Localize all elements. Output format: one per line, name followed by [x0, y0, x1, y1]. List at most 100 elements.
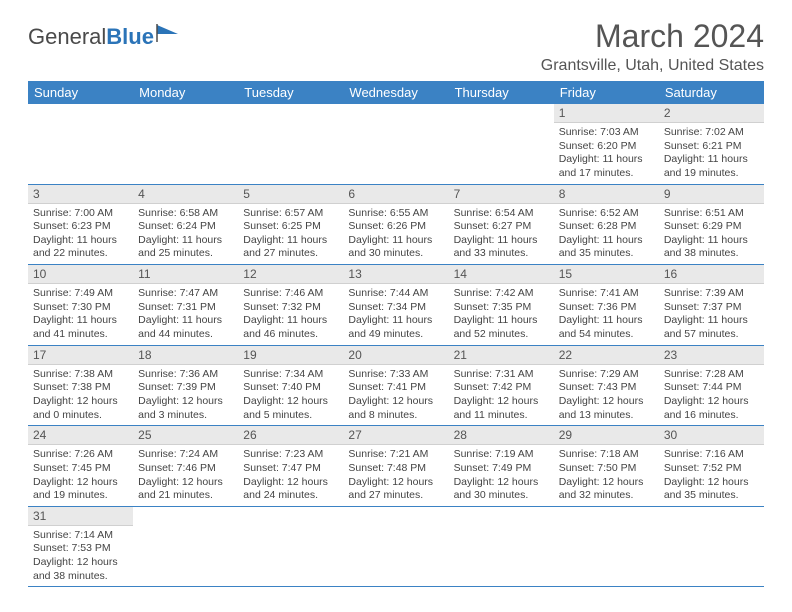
day-number: 1: [554, 104, 659, 123]
calendar-cell: 14Sunrise: 7:42 AMSunset: 7:35 PMDayligh…: [449, 265, 554, 346]
day-line: Daylight: 11 hours: [243, 314, 338, 328]
logo-text-2: Blue: [106, 24, 154, 50]
day-content: Sunrise: 7:18 AMSunset: 7:50 PMDaylight:…: [554, 445, 659, 506]
day-line: Sunrise: 6:52 AM: [559, 207, 654, 221]
calendar-table: SundayMondayTuesdayWednesdayThursdayFrid…: [28, 81, 764, 587]
logo-text-1: General: [28, 24, 106, 50]
day-line: Sunset: 6:20 PM: [559, 140, 654, 154]
day-line: and 11 minutes.: [454, 409, 549, 423]
calendar-cell: 6Sunrise: 6:55 AMSunset: 6:26 PMDaylight…: [343, 184, 448, 265]
weekday-header: Friday: [554, 81, 659, 104]
day-line: Daylight: 12 hours: [664, 476, 759, 490]
month-title: March 2024: [541, 18, 764, 55]
day-line: Sunset: 6:23 PM: [33, 220, 128, 234]
day-content: Sunrise: 7:47 AMSunset: 7:31 PMDaylight:…: [133, 284, 238, 345]
day-line: Sunset: 7:40 PM: [243, 381, 338, 395]
day-line: Sunset: 6:24 PM: [138, 220, 233, 234]
day-line: Sunset: 7:30 PM: [33, 301, 128, 315]
day-line: and 52 minutes.: [454, 328, 549, 342]
day-number: 12: [238, 265, 343, 284]
calendar-head: SundayMondayTuesdayWednesdayThursdayFrid…: [28, 81, 764, 104]
day-line: Sunrise: 7:03 AM: [559, 126, 654, 140]
calendar-cell: 26Sunrise: 7:23 AMSunset: 7:47 PMDayligh…: [238, 426, 343, 507]
day-content: Sunrise: 6:51 AMSunset: 6:29 PMDaylight:…: [659, 204, 764, 265]
calendar-cell-empty: [133, 506, 238, 587]
day-line: Daylight: 11 hours: [348, 314, 443, 328]
day-line: Daylight: 11 hours: [138, 234, 233, 248]
calendar-cell-empty: [343, 104, 448, 184]
day-line: Daylight: 12 hours: [138, 395, 233, 409]
day-line: Sunrise: 6:58 AM: [138, 207, 233, 221]
day-line: Sunrise: 7:21 AM: [348, 448, 443, 462]
day-line: and 49 minutes.: [348, 328, 443, 342]
day-line: Sunrise: 7:41 AM: [559, 287, 654, 301]
day-line: Sunrise: 7:26 AM: [33, 448, 128, 462]
day-content: Sunrise: 7:38 AMSunset: 7:38 PMDaylight:…: [28, 365, 133, 426]
calendar-cell: 3Sunrise: 7:00 AMSunset: 6:23 PMDaylight…: [28, 184, 133, 265]
day-line: Sunset: 7:38 PM: [33, 381, 128, 395]
day-number: 31: [28, 507, 133, 526]
day-line: Daylight: 11 hours: [559, 153, 654, 167]
day-number: 16: [659, 265, 764, 284]
day-line: Daylight: 12 hours: [559, 476, 654, 490]
day-line: and 3 minutes.: [138, 409, 233, 423]
day-content: Sunrise: 7:49 AMSunset: 7:30 PMDaylight:…: [28, 284, 133, 345]
day-line: Sunrise: 7:24 AM: [138, 448, 233, 462]
day-content: Sunrise: 6:52 AMSunset: 6:28 PMDaylight:…: [554, 204, 659, 265]
calendar-cell: 12Sunrise: 7:46 AMSunset: 7:32 PMDayligh…: [238, 265, 343, 346]
day-content: Sunrise: 7:03 AMSunset: 6:20 PMDaylight:…: [554, 123, 659, 184]
day-line: Sunset: 6:29 PM: [664, 220, 759, 234]
calendar-cell-empty: [659, 506, 764, 587]
calendar-row: 17Sunrise: 7:38 AMSunset: 7:38 PMDayligh…: [28, 345, 764, 426]
day-number: 18: [133, 346, 238, 365]
day-content: Sunrise: 7:46 AMSunset: 7:32 PMDaylight:…: [238, 284, 343, 345]
day-line: and 5 minutes.: [243, 409, 338, 423]
day-number: 19: [238, 346, 343, 365]
day-line: Daylight: 12 hours: [33, 395, 128, 409]
day-line: and 24 minutes.: [243, 489, 338, 503]
day-line: Daylight: 12 hours: [664, 395, 759, 409]
day-line: and 13 minutes.: [559, 409, 654, 423]
day-line: and 19 minutes.: [664, 167, 759, 181]
day-line: and 8 minutes.: [348, 409, 443, 423]
day-number: 21: [449, 346, 554, 365]
calendar-cell: 24Sunrise: 7:26 AMSunset: 7:45 PMDayligh…: [28, 426, 133, 507]
day-line: Sunrise: 7:19 AM: [454, 448, 549, 462]
day-line: Daylight: 12 hours: [138, 476, 233, 490]
calendar-row: 31Sunrise: 7:14 AMSunset: 7:53 PMDayligh…: [28, 506, 764, 587]
day-content: Sunrise: 7:21 AMSunset: 7:48 PMDaylight:…: [343, 445, 448, 506]
day-line: Sunset: 7:46 PM: [138, 462, 233, 476]
day-line: Daylight: 11 hours: [454, 314, 549, 328]
day-number: 28: [449, 426, 554, 445]
calendar-cell-empty: [238, 506, 343, 587]
day-content: Sunrise: 7:36 AMSunset: 7:39 PMDaylight:…: [133, 365, 238, 426]
day-number: 23: [659, 346, 764, 365]
day-line: Sunset: 7:47 PM: [243, 462, 338, 476]
day-content: Sunrise: 6:55 AMSunset: 6:26 PMDaylight:…: [343, 204, 448, 265]
day-line: Sunset: 6:27 PM: [454, 220, 549, 234]
calendar-cell-empty: [449, 506, 554, 587]
day-line: Sunrise: 7:16 AM: [664, 448, 759, 462]
day-line: Sunrise: 7:34 AM: [243, 368, 338, 382]
day-line: and 0 minutes.: [33, 409, 128, 423]
calendar-cell: 7Sunrise: 6:54 AMSunset: 6:27 PMDaylight…: [449, 184, 554, 265]
calendar-row: 10Sunrise: 7:49 AMSunset: 7:30 PMDayligh…: [28, 265, 764, 346]
day-content: Sunrise: 6:54 AMSunset: 6:27 PMDaylight:…: [449, 204, 554, 265]
calendar-cell-empty: [28, 104, 133, 184]
day-line: and 21 minutes.: [138, 489, 233, 503]
day-line: Sunrise: 7:31 AM: [454, 368, 549, 382]
weekday-header: Sunday: [28, 81, 133, 104]
day-line: and 38 minutes.: [664, 247, 759, 261]
logo: GeneralBlue: [28, 24, 182, 50]
day-content: Sunrise: 7:02 AMSunset: 6:21 PMDaylight:…: [659, 123, 764, 184]
day-line: Daylight: 12 hours: [348, 395, 443, 409]
day-content: Sunrise: 7:44 AMSunset: 7:34 PMDaylight:…: [343, 284, 448, 345]
day-number: 24: [28, 426, 133, 445]
day-line: Sunset: 7:39 PM: [138, 381, 233, 395]
day-number: 20: [343, 346, 448, 365]
day-line: Sunset: 7:36 PM: [559, 301, 654, 315]
day-line: Sunrise: 7:23 AM: [243, 448, 338, 462]
calendar-cell-empty: [238, 104, 343, 184]
day-line: and 22 minutes.: [33, 247, 128, 261]
day-line: Sunrise: 7:29 AM: [559, 368, 654, 382]
